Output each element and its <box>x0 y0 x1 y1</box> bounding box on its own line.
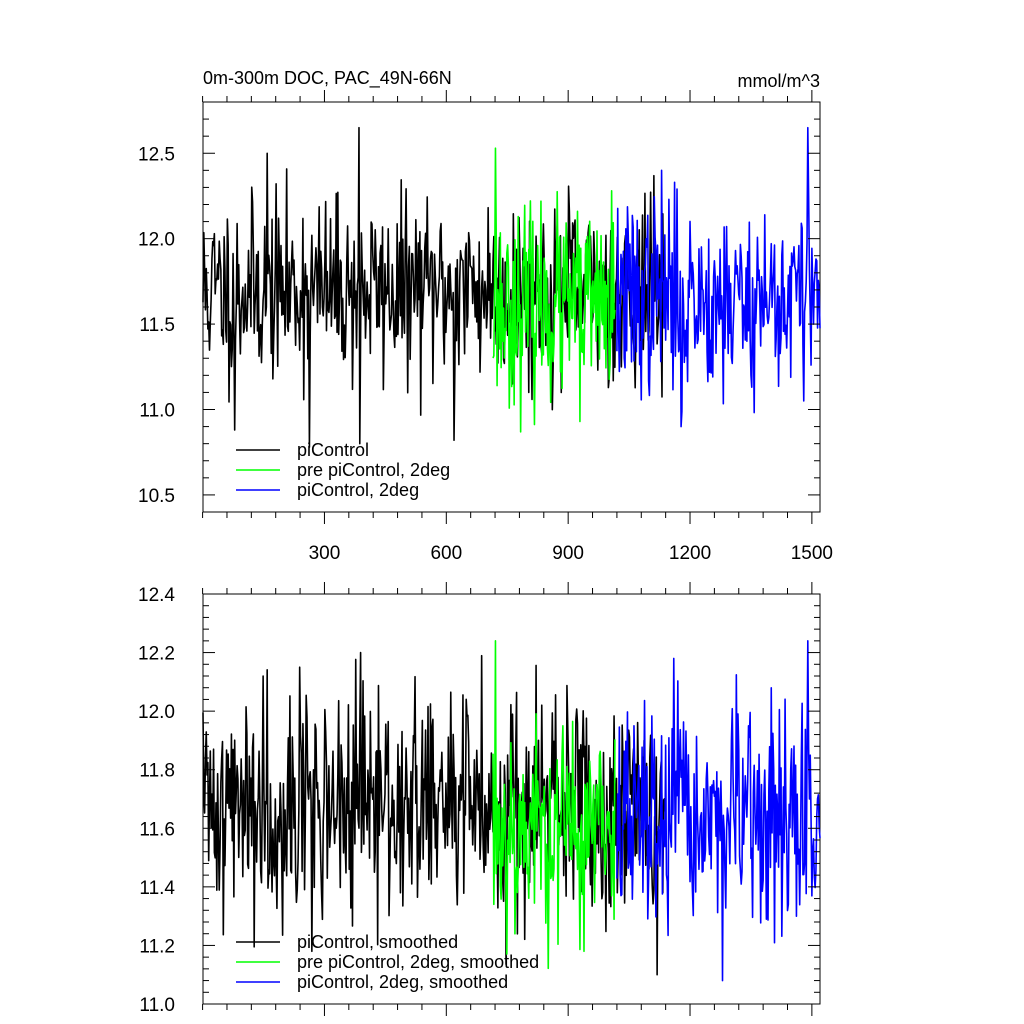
bottom-y-tick-label: 11.0 <box>139 995 175 1016</box>
top-y-tick-label: 12.5 <box>138 144 175 165</box>
legend-label-picontrol-smoothed: piControl, smoothed <box>297 932 458 952</box>
top-tick-layer: 10.5 11.0 11.5 12.0 12.5 300 600 900 1200 1500 <box>138 90 833 564</box>
legend-label-picontrol-2deg: piControl, 2deg <box>297 480 419 500</box>
bottom-y-tick-label: 11.8 <box>139 761 175 782</box>
bottom-y-tick-label: 11.2 <box>139 936 175 957</box>
legend-label-picontrol: piControl <box>297 440 369 460</box>
top-panel: 0m-300m DOC, PAC_49N-66N mmol/m^3 10.5 11… <box>138 68 833 564</box>
top-y-tick-label: 11.0 <box>139 401 175 422</box>
top-legend: piControl pre piControl, 2deg piControl,… <box>236 440 450 500</box>
top-series-line-picontrol-2deg <box>616 126 821 428</box>
top-series-line-pre-picontrol-2deg <box>492 147 616 433</box>
top-y-tick-label: 10.5 <box>138 486 175 507</box>
bottom-y-tick-label: 11.6 <box>139 819 175 840</box>
top-panel-title: 0m-300m DOC, PAC_49N-66N <box>203 68 452 89</box>
bottom-y-tick-label: 12.4 <box>138 585 175 606</box>
top-panel-units: mmol/m^3 <box>738 71 820 91</box>
bottom-series-line-picontrol-2deg-smoothed <box>616 640 821 982</box>
top-series-line-picontrol <box>202 126 667 448</box>
legend-label-picontrol-2deg-smoothed: piControl, 2deg, smoothed <box>297 972 508 992</box>
top-x-tick-label: 1500 <box>791 543 833 564</box>
bottom-legend: piControl, smoothed pre piControl, 2deg,… <box>236 932 539 992</box>
bottom-series-layer <box>202 640 821 982</box>
bottom-series-line-pre-picontrol-2deg-smoothed <box>492 640 616 970</box>
legend-label-pre-picontrol-2deg-smoothed: pre piControl, 2deg, smoothed <box>297 952 539 972</box>
bottom-panel: 11.0 11.2 11.4 11.6 11.8 12.0 12.2 12.4 piContr… <box>138 582 821 1016</box>
bottom-y-tick-label: 12.2 <box>138 644 175 665</box>
bottom-y-tick-label: 12.0 <box>138 702 175 723</box>
bottom-y-tick-label: 11.4 <box>139 878 175 899</box>
top-y-tick-label: 12.0 <box>138 230 175 251</box>
top-x-tick-label: 600 <box>430 543 462 564</box>
legend-label-pre-picontrol-2deg: pre piControl, 2deg <box>297 460 450 480</box>
top-series-layer <box>202 126 821 448</box>
top-x-tick-label: 300 <box>309 543 341 564</box>
bottom-tick-layer: 11.0 11.2 11.4 11.6 11.8 12.0 12.2 12.4 <box>138 582 820 1016</box>
top-y-tick-label: 11.5 <box>139 315 175 336</box>
top-x-tick-label: 900 <box>552 543 584 564</box>
top-x-tick-label: 1200 <box>669 543 711 564</box>
bottom-plot-frame <box>202 593 821 1005</box>
